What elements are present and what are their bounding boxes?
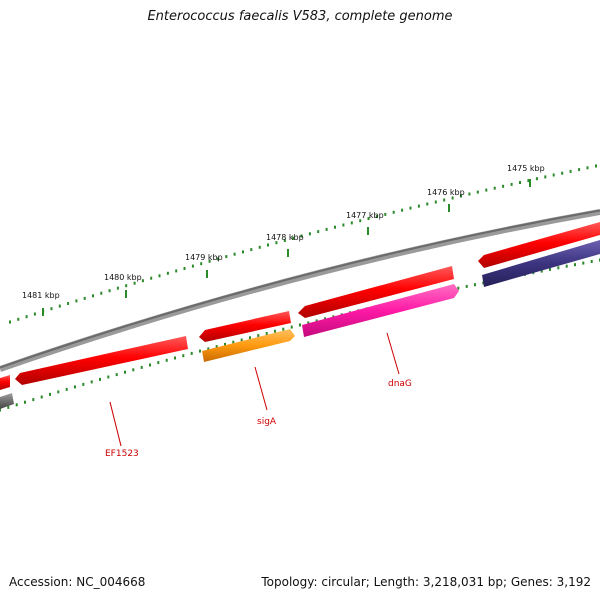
accession-text: Accession: NC_004668 — [9, 575, 146, 589]
gene-leader-lines — [109, 332, 400, 447]
gene-label-dnag[interactable]: dnaG — [388, 379, 412, 389]
kbp-label-1475: 1475 kbp — [507, 164, 545, 173]
gene-arrow-reverse-2[interactable] — [199, 311, 291, 342]
kbp-label-1481: 1481 kbp — [22, 291, 60, 300]
gene-labels: EF1523 sigA dnaG — [105, 379, 412, 459]
gene-arrow-reverse-3[interactable] — [298, 266, 454, 318]
kbp-label-1480: 1480 kbp — [104, 273, 142, 282]
gene-arrow-siga[interactable] — [202, 329, 295, 362]
leader-line-siga — [254, 366, 268, 411]
kbp-label-1479: 1479 kbp — [185, 253, 223, 262]
leader-line-dnag — [386, 332, 400, 375]
kbp-labels: 1481 kbp 1480 kbp 1479 kbp 1478 kbp 1477… — [22, 164, 545, 300]
major-ticks — [42, 179, 531, 316]
gene-label-siga[interactable]: sigA — [257, 417, 277, 427]
kbp-label-1476: 1476 kbp — [427, 188, 465, 197]
outer-scale-dots — [9, 164, 597, 324]
reverse-strand-genes — [0, 222, 600, 390]
gene-arrow-ef1523[interactable] — [15, 336, 188, 385]
gene-label-ef1523[interactable]: EF1523 — [105, 449, 139, 459]
inner-scale-dots — [0, 258, 600, 412]
forward-strand-genes — [0, 240, 600, 409]
genome-summary-text: Topology: circular; Length: 3,218,031 bp… — [261, 575, 591, 589]
genome-backbone-highlight — [0, 209, 600, 369]
gene-arrow-reverse-4[interactable] — [478, 222, 600, 268]
kbp-label-1477: 1477 kbp — [346, 211, 384, 220]
gene-arrow-forward-left[interactable] — [0, 393, 14, 409]
kbp-label-1478: 1478 kbp — [266, 233, 304, 242]
genome-title: Enterococcus faecalis V583, complete gen… — [147, 9, 453, 24]
leader-line-ef1523 — [109, 401, 122, 447]
gene-arrow-dnag[interactable] — [302, 284, 459, 337]
gene-arrow-partial-left[interactable] — [0, 375, 10, 390]
gene-arrow-forward-right[interactable] — [482, 240, 600, 287]
genome-backbone — [0, 209, 600, 372]
